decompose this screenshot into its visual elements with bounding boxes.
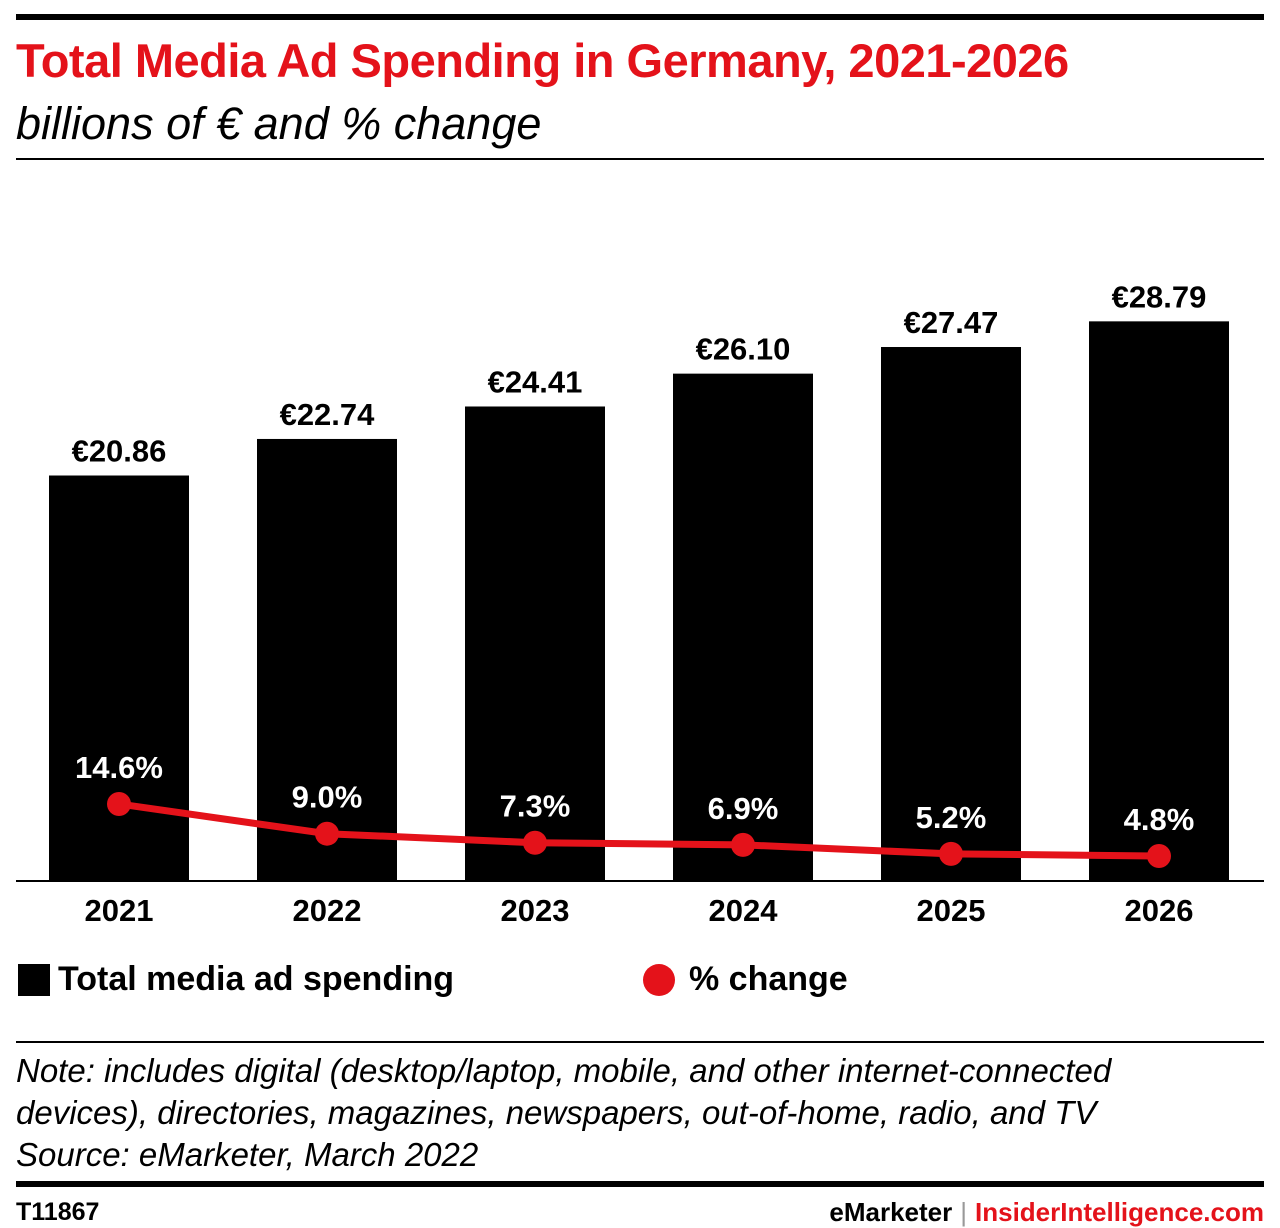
legend-label-bar: Total media ad spending bbox=[58, 960, 455, 998]
pct-point-2023 bbox=[523, 830, 547, 855]
legend-item-bar: Total media ad spending bbox=[18, 960, 454, 999]
x-axis-ticks: 2021 2022 2023 2024 2025 2026 bbox=[85, 893, 1194, 928]
bar-value-label-2022: €22.74 bbox=[280, 397, 376, 432]
bar-value-label-2023: €24.41 bbox=[488, 364, 583, 399]
brand-insider-intelligence: InsiderIntelligence.com bbox=[975, 1197, 1264, 1227]
line-layer bbox=[107, 792, 1171, 868]
legend-swatch-line bbox=[643, 963, 675, 996]
footer-brand: eMarketer | InsiderIntelligence.com bbox=[829, 1197, 1264, 1228]
chart-subtitle: billions of € and % change bbox=[16, 98, 542, 149]
chart-title: Total Media Ad Spending in Germany, 2021… bbox=[16, 34, 1069, 87]
notes-block: Note: includes digital (desktop/laptop, … bbox=[16, 1050, 1111, 1176]
bar-2023 bbox=[465, 406, 605, 881]
legend-swatch-bar bbox=[18, 963, 50, 996]
pct-change-line bbox=[118, 800, 1160, 860]
pct-point-2021 bbox=[107, 792, 131, 816]
bar-value-label-2021: €20.86 bbox=[72, 434, 167, 469]
brand-emarketer: eMarketer bbox=[829, 1197, 953, 1227]
pct-point-2025 bbox=[939, 841, 963, 866]
top-rule bbox=[16, 14, 1264, 20]
subtitle-divider bbox=[16, 158, 1264, 160]
bar-line-chart: €20.86 €22.74 €24.41 €26.10 €27.47 €28.79 14.6… bbox=[16, 279, 1264, 928]
x-tick-label-2023: 2023 bbox=[501, 893, 570, 928]
note-line-1: Note: includes digital (desktop/laptop, … bbox=[16, 1052, 1112, 1089]
brand-separator: | bbox=[960, 1197, 968, 1227]
pct-label-2021: 14.6% bbox=[75, 750, 163, 785]
pct-label-2022: 9.0% bbox=[292, 780, 363, 815]
bar-2026 bbox=[1089, 321, 1229, 882]
bar-value-label-2024: €26.10 bbox=[696, 332, 791, 367]
pct-label-2026: 4.8% bbox=[1124, 802, 1195, 837]
legend-item-line: % change bbox=[643, 960, 848, 999]
pct-point-2024 bbox=[731, 832, 755, 857]
labels-layer: €20.86 €22.74 €24.41 €26.10 €27.47 €28.79 14.6… bbox=[72, 279, 1207, 837]
pct-label-2025: 5.2% bbox=[916, 800, 987, 835]
footer-rule bbox=[16, 1181, 1264, 1187]
bar-value-label-2026: €28.79 bbox=[1112, 279, 1207, 314]
bar-2024 bbox=[673, 373, 813, 881]
note-line-2: devices), directories, magazines, newspa… bbox=[16, 1094, 1097, 1131]
bars-layer bbox=[49, 321, 1229, 882]
pct-label-2023: 7.3% bbox=[500, 789, 571, 824]
x-tick-label-2021: 2021 bbox=[85, 893, 154, 928]
pct-point-2026 bbox=[1147, 844, 1171, 868]
x-tick-label-2024: 2024 bbox=[709, 893, 779, 928]
bar-2022 bbox=[257, 438, 397, 881]
chart-id: T11867 bbox=[16, 1198, 100, 1226]
x-tick-label-2025: 2025 bbox=[917, 893, 986, 928]
pct-point-2022 bbox=[315, 821, 339, 846]
bar-value-label-2025: €27.47 bbox=[904, 305, 999, 340]
source-line: Source: eMarketer, March 2022 bbox=[16, 1136, 479, 1173]
bar-2025 bbox=[881, 347, 1021, 881]
legend-label-line: % change bbox=[689, 960, 848, 998]
x-tick-label-2022: 2022 bbox=[293, 893, 362, 928]
bar-2021 bbox=[49, 475, 189, 881]
pct-label-2024: 6.9% bbox=[708, 791, 779, 826]
x-tick-label-2026: 2026 bbox=[1125, 893, 1194, 928]
notes-divider bbox=[16, 1041, 1264, 1043]
